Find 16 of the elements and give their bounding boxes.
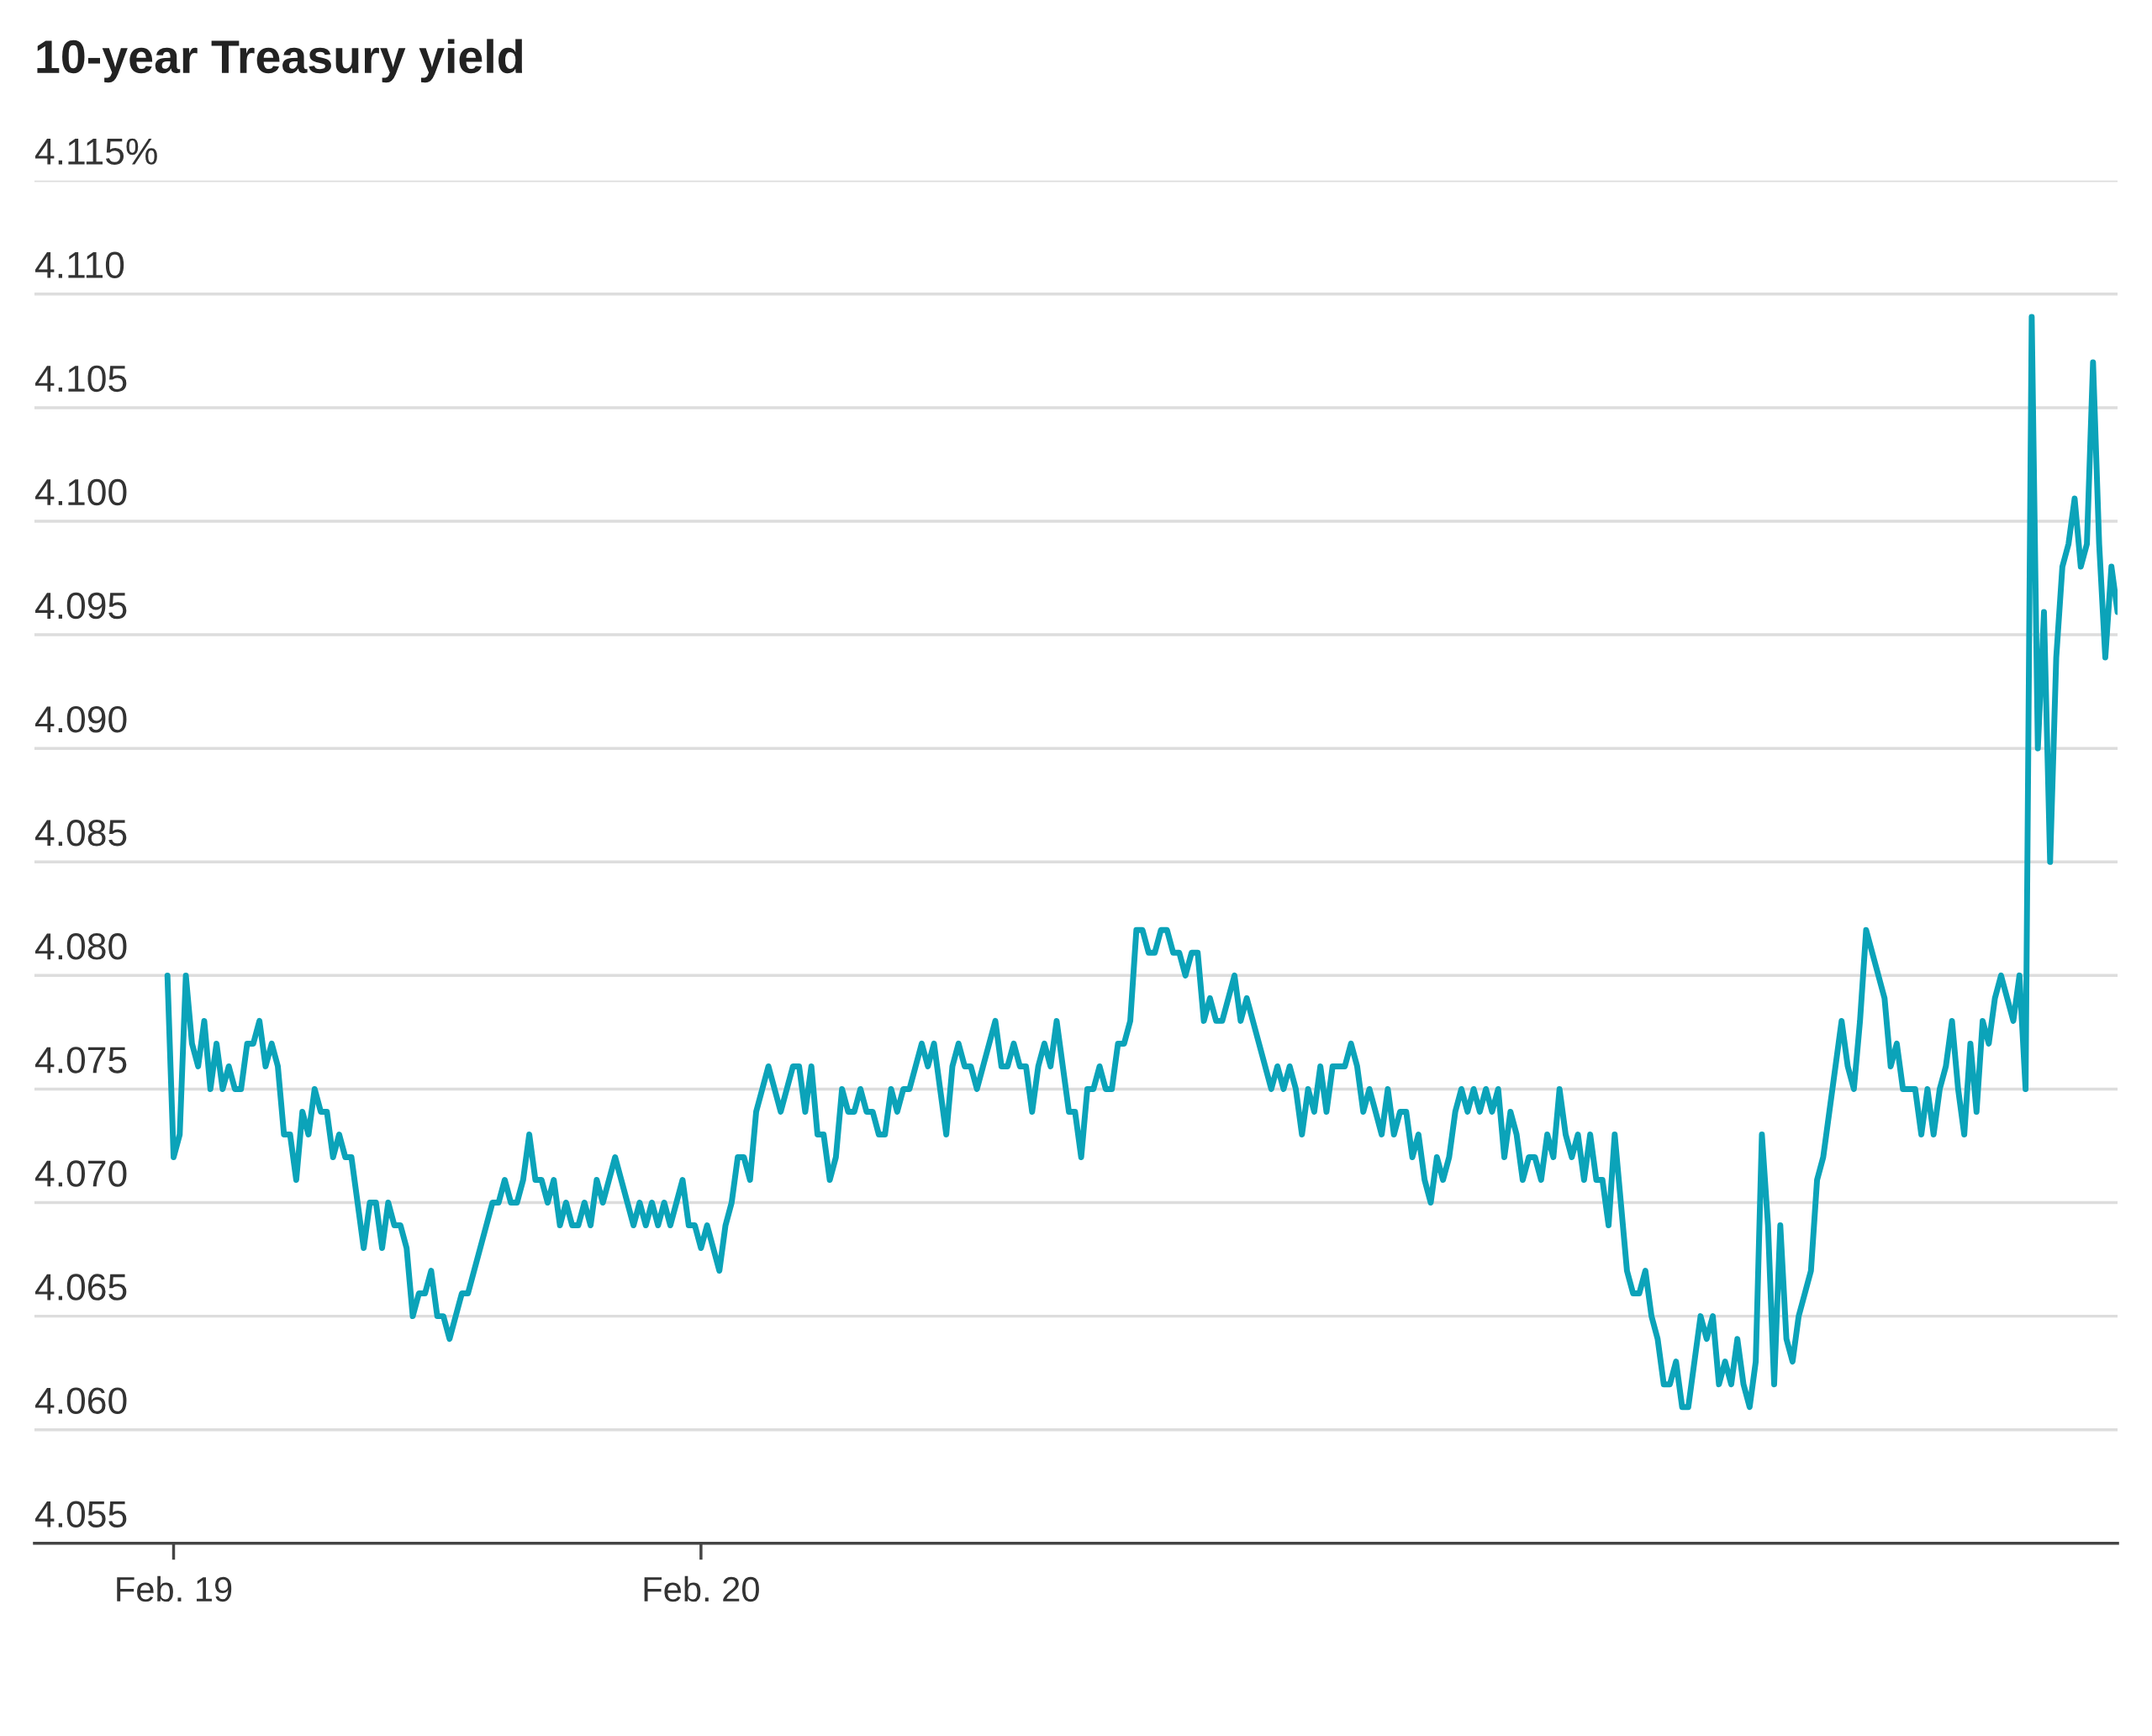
y-tick-label: 4.095 (34, 592, 127, 620)
y-tick-label: 4.070 (34, 1160, 127, 1187)
x-tick-label: Feb. 20 (644, 1575, 759, 1602)
y-tick-label: 4.085 (34, 820, 127, 847)
y-tick-label: 4.110 (34, 251, 124, 279)
y-tick-label: 4.075 (34, 1047, 127, 1074)
x-tick-label: Feb. 19 (117, 1575, 232, 1602)
y-tick-label: 4.055 (34, 1501, 127, 1528)
y-tick-label: 4.100 (34, 478, 127, 506)
y-tick-label: 4.080 (34, 933, 127, 960)
y-tick-label: 4.115% (34, 138, 157, 165)
y-tick-label: 4.065 (34, 1274, 127, 1301)
y-tick-label: 4.060 (34, 1387, 127, 1414)
y-tick-label: 4.105 (34, 365, 127, 393)
y-tick-label: 4.090 (34, 705, 127, 733)
chart-title: 10-year Treasury yield (37, 39, 523, 83)
